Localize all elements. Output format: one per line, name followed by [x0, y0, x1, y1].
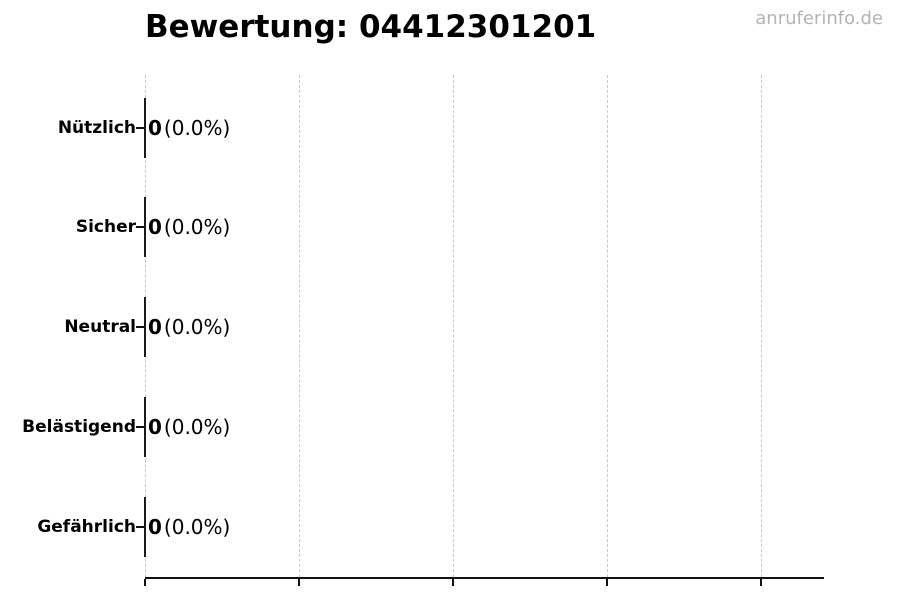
- x-axis-tick: [452, 579, 454, 586]
- category-row: Nützlich 0 (0.0%): [0, 98, 900, 158]
- bar: [144, 197, 146, 257]
- x-axis-tick: [144, 579, 146, 586]
- category-label: Gefährlich: [37, 517, 136, 537]
- category-row: Neutral 0 (0.0%): [0, 297, 900, 357]
- value-label: 0 (0.0%): [148, 116, 230, 140]
- value-count: 0: [148, 215, 162, 239]
- gridline: [761, 75, 762, 577]
- category-row: Belästigend 0 (0.0%): [0, 397, 900, 457]
- bar: [144, 397, 146, 457]
- x-axis-tick: [606, 579, 608, 586]
- x-axis-tick: [298, 579, 300, 586]
- chart-title: Bewertung: 04412301201: [145, 9, 597, 45]
- value-count: 0: [148, 515, 162, 539]
- category-label: Belästigend: [22, 417, 136, 437]
- category-row: Sicher 0 (0.0%): [0, 197, 900, 257]
- value-percent: (0.0%): [163, 515, 231, 539]
- bar: [144, 297, 146, 357]
- value-percent: (0.0%): [163, 415, 231, 439]
- value-percent: (0.0%): [163, 315, 231, 339]
- x-axis-line: [145, 577, 824, 579]
- y-axis-tick: [136, 226, 144, 228]
- category-label: Nützlich: [57, 118, 136, 138]
- value-label: 0 (0.0%): [148, 515, 230, 539]
- category-label: Sicher: [75, 217, 136, 237]
- category-row: Gefährlich 0 (0.0%): [0, 497, 900, 557]
- gridline: [299, 75, 300, 577]
- value-count: 0: [148, 315, 162, 339]
- value-label: 0 (0.0%): [148, 215, 230, 239]
- value-count: 0: [148, 415, 162, 439]
- watermark: anruferinfo.de: [755, 8, 883, 29]
- gridline: [607, 75, 608, 577]
- x-axis-tick: [760, 579, 762, 586]
- category-label: Neutral: [64, 317, 136, 337]
- y-axis-tick: [136, 326, 144, 328]
- value-percent: (0.0%): [163, 116, 231, 140]
- value-label: 0 (0.0%): [148, 415, 230, 439]
- bar: [144, 497, 146, 557]
- value-percent: (0.0%): [163, 215, 231, 239]
- value-label: 0 (0.0%): [148, 315, 230, 339]
- y-axis-tick: [136, 426, 144, 428]
- value-count: 0: [148, 116, 162, 140]
- y-axis-tick: [136, 127, 144, 129]
- bar: [144, 98, 146, 158]
- y-axis-tick: [136, 526, 144, 528]
- gridline: [453, 75, 454, 577]
